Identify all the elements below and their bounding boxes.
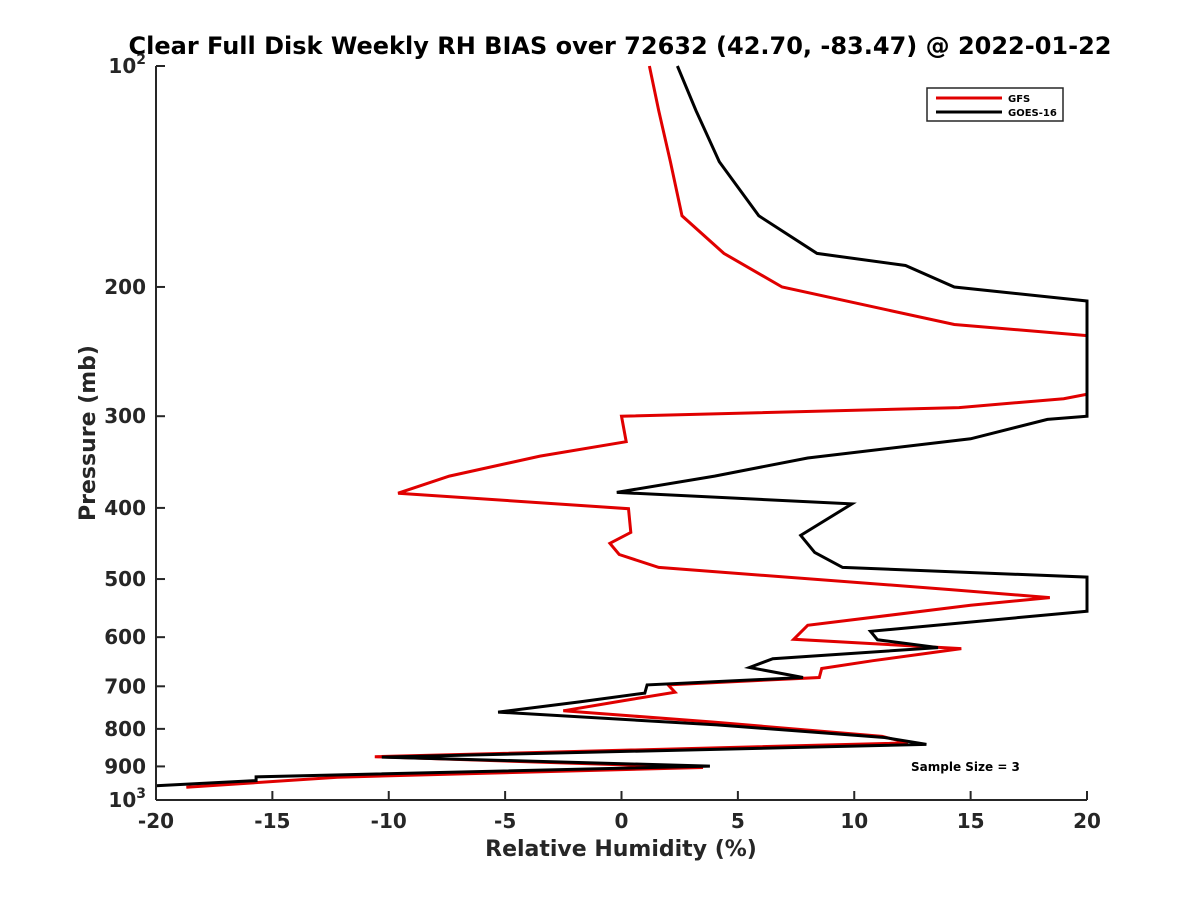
plot-series bbox=[155, 65, 1089, 789]
y-tick-label: 500 bbox=[104, 567, 146, 591]
x-tick-label: 20 bbox=[1073, 809, 1101, 833]
chart-title: Clear Full Disk Weekly RH BIAS over 7263… bbox=[129, 32, 1112, 60]
sample-size-annotation: Sample Size = 3 bbox=[911, 760, 1020, 774]
legend-label: GFS bbox=[1008, 94, 1030, 105]
x-tick-label: 5 bbox=[731, 809, 745, 833]
y-tick-label: 200 bbox=[104, 275, 146, 299]
legend: GFS GOES-16 bbox=[926, 87, 1064, 122]
x-axis-label: Relative Humidity (%) bbox=[485, 837, 757, 862]
y-tick-label: 800 bbox=[104, 717, 146, 741]
series-line-goes-16 bbox=[155, 65, 1089, 788]
series-line-gfs bbox=[186, 65, 1089, 789]
x-tick-label: -15 bbox=[254, 809, 290, 833]
y-tick-label: 102 bbox=[108, 52, 146, 78]
x-tick-label: 15 bbox=[957, 809, 985, 833]
y-ticks: 102 200 300 400 500 600 700 800 900 103 bbox=[104, 52, 165, 812]
y-tick-label: 900 bbox=[104, 754, 146, 778]
y-tick-label: 103 bbox=[108, 786, 146, 812]
axes-frame bbox=[155, 66, 1087, 801]
x-tick-label: -20 bbox=[138, 809, 174, 833]
y-axis-label: Pressure (mb) bbox=[76, 345, 101, 521]
legend-label: GOES-16 bbox=[1008, 108, 1057, 119]
x-tick-label: 0 bbox=[615, 809, 629, 833]
y-tick-label: 600 bbox=[104, 625, 146, 649]
x-tick-label: -5 bbox=[494, 809, 516, 833]
x-ticks: -20 -15 -10 -5 0 5 10 15 20 bbox=[138, 791, 1101, 833]
x-tick-label: 10 bbox=[840, 809, 868, 833]
y-tick-label: 400 bbox=[104, 496, 146, 520]
x-tick-label: -10 bbox=[371, 809, 407, 833]
y-tick-label: 700 bbox=[104, 674, 146, 698]
y-tick-label: 300 bbox=[104, 404, 146, 428]
legend-box bbox=[926, 87, 1064, 122]
